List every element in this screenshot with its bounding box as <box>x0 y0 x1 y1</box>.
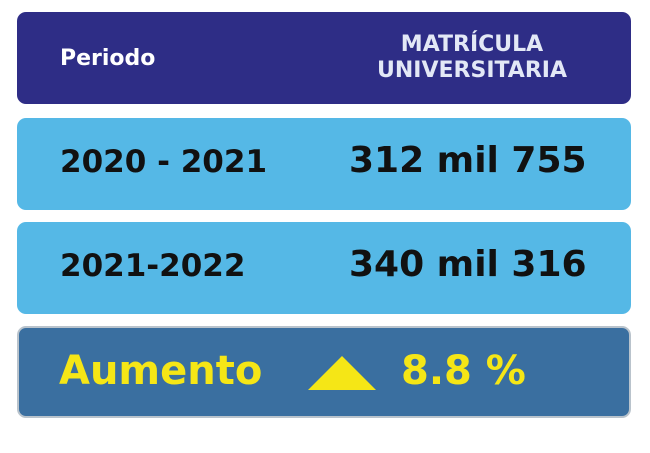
up-arrow <box>308 356 376 390</box>
period: 2020 - 2021 <box>60 144 268 180</box>
enrollment: 340 mil 316 <box>349 244 587 285</box>
table-row: 2021-2022 340 mil 316 <box>17 222 631 314</box>
arrow-shape <box>308 356 376 390</box>
footer-row: Aumento 8.8 % <box>17 326 631 418</box>
header-period: Periodo <box>60 46 156 71</box>
enrollment: 312 mil 755 <box>349 140 587 181</box>
increase-label: Aumento <box>59 348 263 394</box>
header-enrollment: MATRÍCULA UNIVERSITARIA <box>377 32 567 83</box>
period: 2021-2022 <box>60 248 246 284</box>
header-row: Periodo MATRÍCULA UNIVERSITARIA <box>17 12 631 104</box>
increase-value: 8.8 % <box>401 348 526 394</box>
table-row: 2020 - 2021 312 mil 755 <box>17 118 631 210</box>
